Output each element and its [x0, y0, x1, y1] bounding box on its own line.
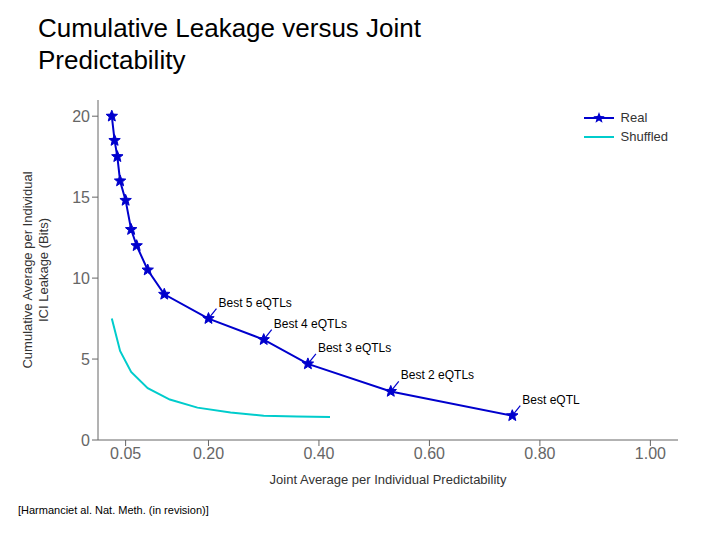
html-text:Cumulative Leakage versus Join: Cumulative Leakage versus Joint	[38, 13, 421, 43]
svg-text:5: 5	[81, 351, 90, 368]
svg-text:Best 3 eQTLs: Best 3 eQTLs	[318, 341, 391, 355]
svg-text:0.80: 0.80	[524, 445, 555, 462]
svg-text:Best 4 eQTLs: Best 4 eQTLs	[274, 317, 347, 331]
svg-text:Joint Average per Individual P: Joint Average per Individual Predictabil…	[270, 472, 507, 487]
svg-text:1.00: 1.00	[635, 445, 666, 462]
svg-text:0.20: 0.20	[193, 445, 224, 462]
svg-text:Best eQTL: Best eQTL	[522, 393, 580, 407]
html-text:Real: Real	[620, 110, 648, 125]
svg-text:0.40: 0.40	[303, 445, 334, 462]
html-text:Predictability: Predictability	[38, 45, 186, 75]
html-text:Shuffled: Shuffled	[620, 129, 668, 144]
svg-text:10: 10	[72, 270, 90, 287]
svg-text:0.60: 0.60	[414, 445, 445, 462]
svg-text:Best 5 eQTLs: Best 5 eQTLs	[218, 296, 291, 310]
svg-text:Cumulative Average per Individ: Cumulative Average per IndividualICI Lea…	[20, 171, 51, 368]
svg-text:Best 2 eQTLs: Best 2 eQTLs	[401, 368, 474, 382]
svg-text:0: 0	[81, 432, 90, 449]
html-text:[Harmanciet al. Nat. Meth. (in: [Harmanciet al. Nat. Meth. (in revision)…	[18, 504, 209, 516]
svg-text:15: 15	[72, 189, 90, 206]
svg-text:0.05: 0.05	[110, 445, 141, 462]
svg-text:20: 20	[72, 108, 90, 125]
